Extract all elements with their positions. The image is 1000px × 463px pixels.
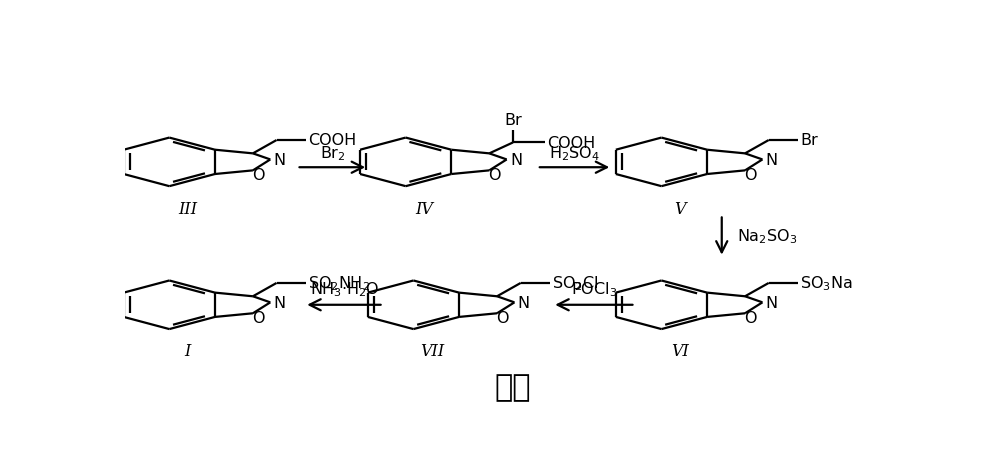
- Text: COOH: COOH: [547, 136, 596, 150]
- Text: N: N: [510, 153, 522, 168]
- Text: VI: VI: [671, 343, 689, 360]
- Text: Na$_2$SO$_3$: Na$_2$SO$_3$: [737, 227, 798, 246]
- Text: III: III: [178, 200, 197, 217]
- Text: N: N: [766, 153, 778, 168]
- Text: O: O: [744, 311, 757, 325]
- Text: IV: IV: [415, 200, 433, 217]
- Text: N: N: [274, 153, 286, 168]
- Text: N: N: [274, 295, 286, 310]
- Text: NH$_3$·H$_2$O: NH$_3$·H$_2$O: [310, 280, 379, 299]
- Text: N: N: [518, 295, 530, 310]
- Text: O: O: [496, 311, 509, 325]
- Text: POCl$_3$: POCl$_3$: [571, 280, 617, 299]
- Text: Br: Br: [504, 113, 522, 127]
- Text: Br$_2$: Br$_2$: [320, 144, 346, 163]
- Text: COOH: COOH: [308, 133, 356, 148]
- Text: SO$_3$Na: SO$_3$Na: [800, 274, 853, 293]
- Text: O: O: [252, 168, 264, 183]
- Text: N: N: [766, 295, 778, 310]
- Text: SO$_2$Cl: SO$_2$Cl: [552, 274, 599, 293]
- Text: I: I: [185, 343, 191, 360]
- Text: V: V: [674, 200, 686, 217]
- Text: H$_2$SO$_4$: H$_2$SO$_4$: [549, 144, 600, 163]
- Text: VII: VII: [420, 343, 444, 360]
- Text: 式二: 式二: [494, 372, 531, 401]
- Text: Br: Br: [800, 133, 818, 148]
- Text: SO$_2$NH$_2$: SO$_2$NH$_2$: [308, 274, 370, 293]
- Text: O: O: [744, 168, 757, 183]
- Text: O: O: [488, 168, 501, 183]
- Text: O: O: [252, 311, 264, 325]
